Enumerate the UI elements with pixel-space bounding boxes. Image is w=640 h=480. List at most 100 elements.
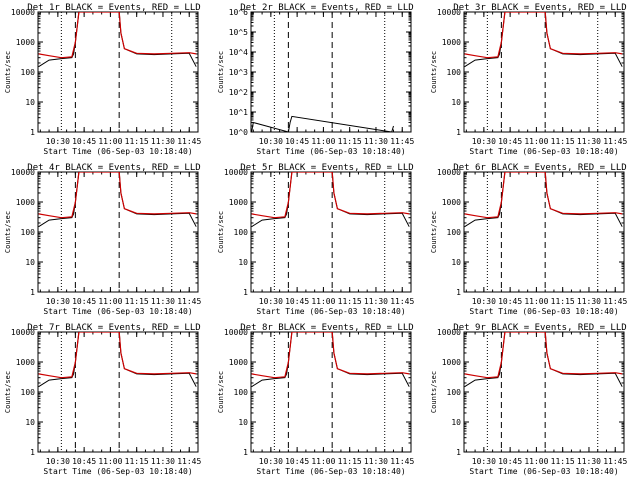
x-tick-label: 11:00	[524, 297, 548, 306]
y-tick-label: 100	[234, 228, 249, 237]
x-tick-label: 11:45	[177, 457, 201, 466]
y-tick-label: 1000	[442, 198, 461, 207]
y-axis-label: Counts/sec	[217, 371, 225, 413]
y-tick-label: 100	[21, 388, 36, 397]
y-tick-label: 10	[451, 418, 461, 427]
x-axis-label: Start Time (06-Sep-03 10:18:40)	[256, 147, 405, 156]
y-tick-label: 10000	[437, 8, 461, 17]
chart-title: Det 8r BLACK = Events, RED = LLD	[240, 323, 413, 333]
events-series-line	[251, 115, 394, 132]
chart-title: Det 2r BLACK = Events, RED = LLD	[240, 3, 413, 13]
y-tick-label: 10	[238, 258, 248, 267]
x-axis-label: Start Time (06-Sep-03 10:18:40)	[256, 467, 405, 476]
plot-frame	[463, 11, 625, 133]
x-tick-label: 11:45	[177, 137, 201, 146]
y-tick-label: 1	[243, 448, 248, 457]
y-tick-label: 10000	[437, 168, 461, 177]
plot-frame	[37, 331, 199, 453]
y-tick-label: 1	[30, 448, 35, 457]
x-tick-label: 10:45	[285, 137, 309, 146]
plot-frame	[250, 171, 412, 293]
x-tick-label: 10:30	[259, 297, 283, 306]
x-tick-label: 11:00	[311, 457, 335, 466]
x-tick-label: 10:45	[498, 297, 522, 306]
y-tick-label: 1	[456, 288, 461, 297]
y-tick-label: 10^3	[229, 68, 248, 77]
x-tick-label: 11:45	[603, 457, 627, 466]
y-tick-label: 1000	[16, 198, 35, 207]
y-axis-label: Counts/sec	[430, 211, 438, 253]
y-tick-label: 10^4	[229, 48, 248, 57]
chart-title: Det 3r BLACK = Events, RED = LLD	[453, 3, 626, 13]
y-tick-label: 1	[30, 128, 35, 137]
lld-series-line	[251, 332, 410, 379]
y-tick-label: 10000	[11, 168, 35, 177]
x-tick-label: 10:30	[472, 137, 496, 146]
panel-det-1: Det 1r BLACK = Events, RED = LLD Counts/s…	[4, 3, 201, 156]
x-tick-label: 11:00	[524, 457, 548, 466]
x-tick-label: 11:30	[577, 297, 601, 306]
y-tick-label: 10^2	[229, 88, 248, 97]
y-tick-label: 1000	[442, 358, 461, 367]
x-tick-label: 11:15	[551, 297, 575, 306]
x-tick-label: 11:30	[577, 137, 601, 146]
lld-series-line	[464, 332, 623, 379]
y-axis-label: Counts/sec	[430, 371, 438, 413]
x-tick-label: 11:00	[311, 137, 335, 146]
y-tick-label: 1	[456, 448, 461, 457]
x-tick-label: 10:45	[285, 297, 309, 306]
y-tick-label: 10000	[11, 328, 35, 337]
panel-det-4: Det 4r BLACK = Events, RED = LLD Counts/s…	[4, 163, 201, 316]
lld-series-line	[464, 172, 623, 219]
y-tick-label: 10	[451, 258, 461, 267]
x-axis-label: Start Time (06-Sep-03 10:18:40)	[43, 307, 192, 316]
x-tick-label: 10:45	[72, 137, 96, 146]
x-tick-label: 11:15	[125, 457, 149, 466]
x-tick-label: 11:45	[390, 457, 414, 466]
x-tick-label: 11:00	[311, 297, 335, 306]
y-tick-label: 100	[21, 68, 36, 77]
events-series-line	[38, 172, 197, 228]
y-tick-label: 10^6	[229, 8, 248, 17]
x-tick-label: 11:45	[390, 137, 414, 146]
y-tick-label: 100	[447, 68, 462, 77]
x-tick-label: 11:45	[390, 297, 414, 306]
y-tick-label: 10000	[224, 168, 248, 177]
x-tick-label: 11:00	[98, 297, 122, 306]
plot-frame	[37, 171, 199, 293]
lld-series-line	[38, 332, 197, 379]
chart-title: Det 6r BLACK = Events, RED = LLD	[453, 163, 626, 173]
x-tick-label: 11:30	[364, 457, 388, 466]
y-axis-label: Counts/sec	[430, 51, 438, 93]
x-axis-label: Start Time (06-Sep-03 10:18:40)	[469, 307, 618, 316]
y-tick-label: 10000	[11, 8, 35, 17]
chart-title: Det 4r BLACK = Events, RED = LLD	[27, 163, 200, 173]
x-tick-label: 11:30	[151, 297, 175, 306]
y-tick-label: 100	[447, 388, 462, 397]
events-series-line	[464, 332, 623, 388]
x-tick-label: 11:15	[338, 457, 362, 466]
events-series-line	[38, 332, 197, 388]
chart-title: Det 1r BLACK = Events, RED = LLD	[27, 3, 200, 13]
x-tick-label: 11:15	[125, 297, 149, 306]
plot-frame	[250, 11, 412, 133]
y-tick-label: 100	[21, 228, 36, 237]
x-tick-label: 11:15	[338, 297, 362, 306]
x-tick-label: 11:15	[338, 137, 362, 146]
x-tick-label: 11:00	[524, 137, 548, 146]
x-axis-label: Start Time (06-Sep-03 10:18:40)	[43, 147, 192, 156]
x-tick-label: 11:30	[364, 137, 388, 146]
x-tick-label: 10:30	[259, 457, 283, 466]
y-tick-label: 1	[243, 288, 248, 297]
lld-series-line	[38, 172, 197, 219]
x-tick-label: 11:45	[603, 137, 627, 146]
x-tick-label: 10:45	[72, 297, 96, 306]
plot-frame	[250, 331, 412, 453]
panel-det-5: Det 5r BLACK = Events, RED = LLD Counts/s…	[217, 163, 414, 316]
events-series-line	[464, 12, 623, 68]
panel-det-6: Det 6r BLACK = Events, RED = LLD Counts/s…	[430, 163, 627, 316]
y-tick-label: 10	[25, 258, 35, 267]
x-axis-label: Start Time (06-Sep-03 10:18:40)	[256, 307, 405, 316]
lld-series-line	[464, 12, 623, 59]
